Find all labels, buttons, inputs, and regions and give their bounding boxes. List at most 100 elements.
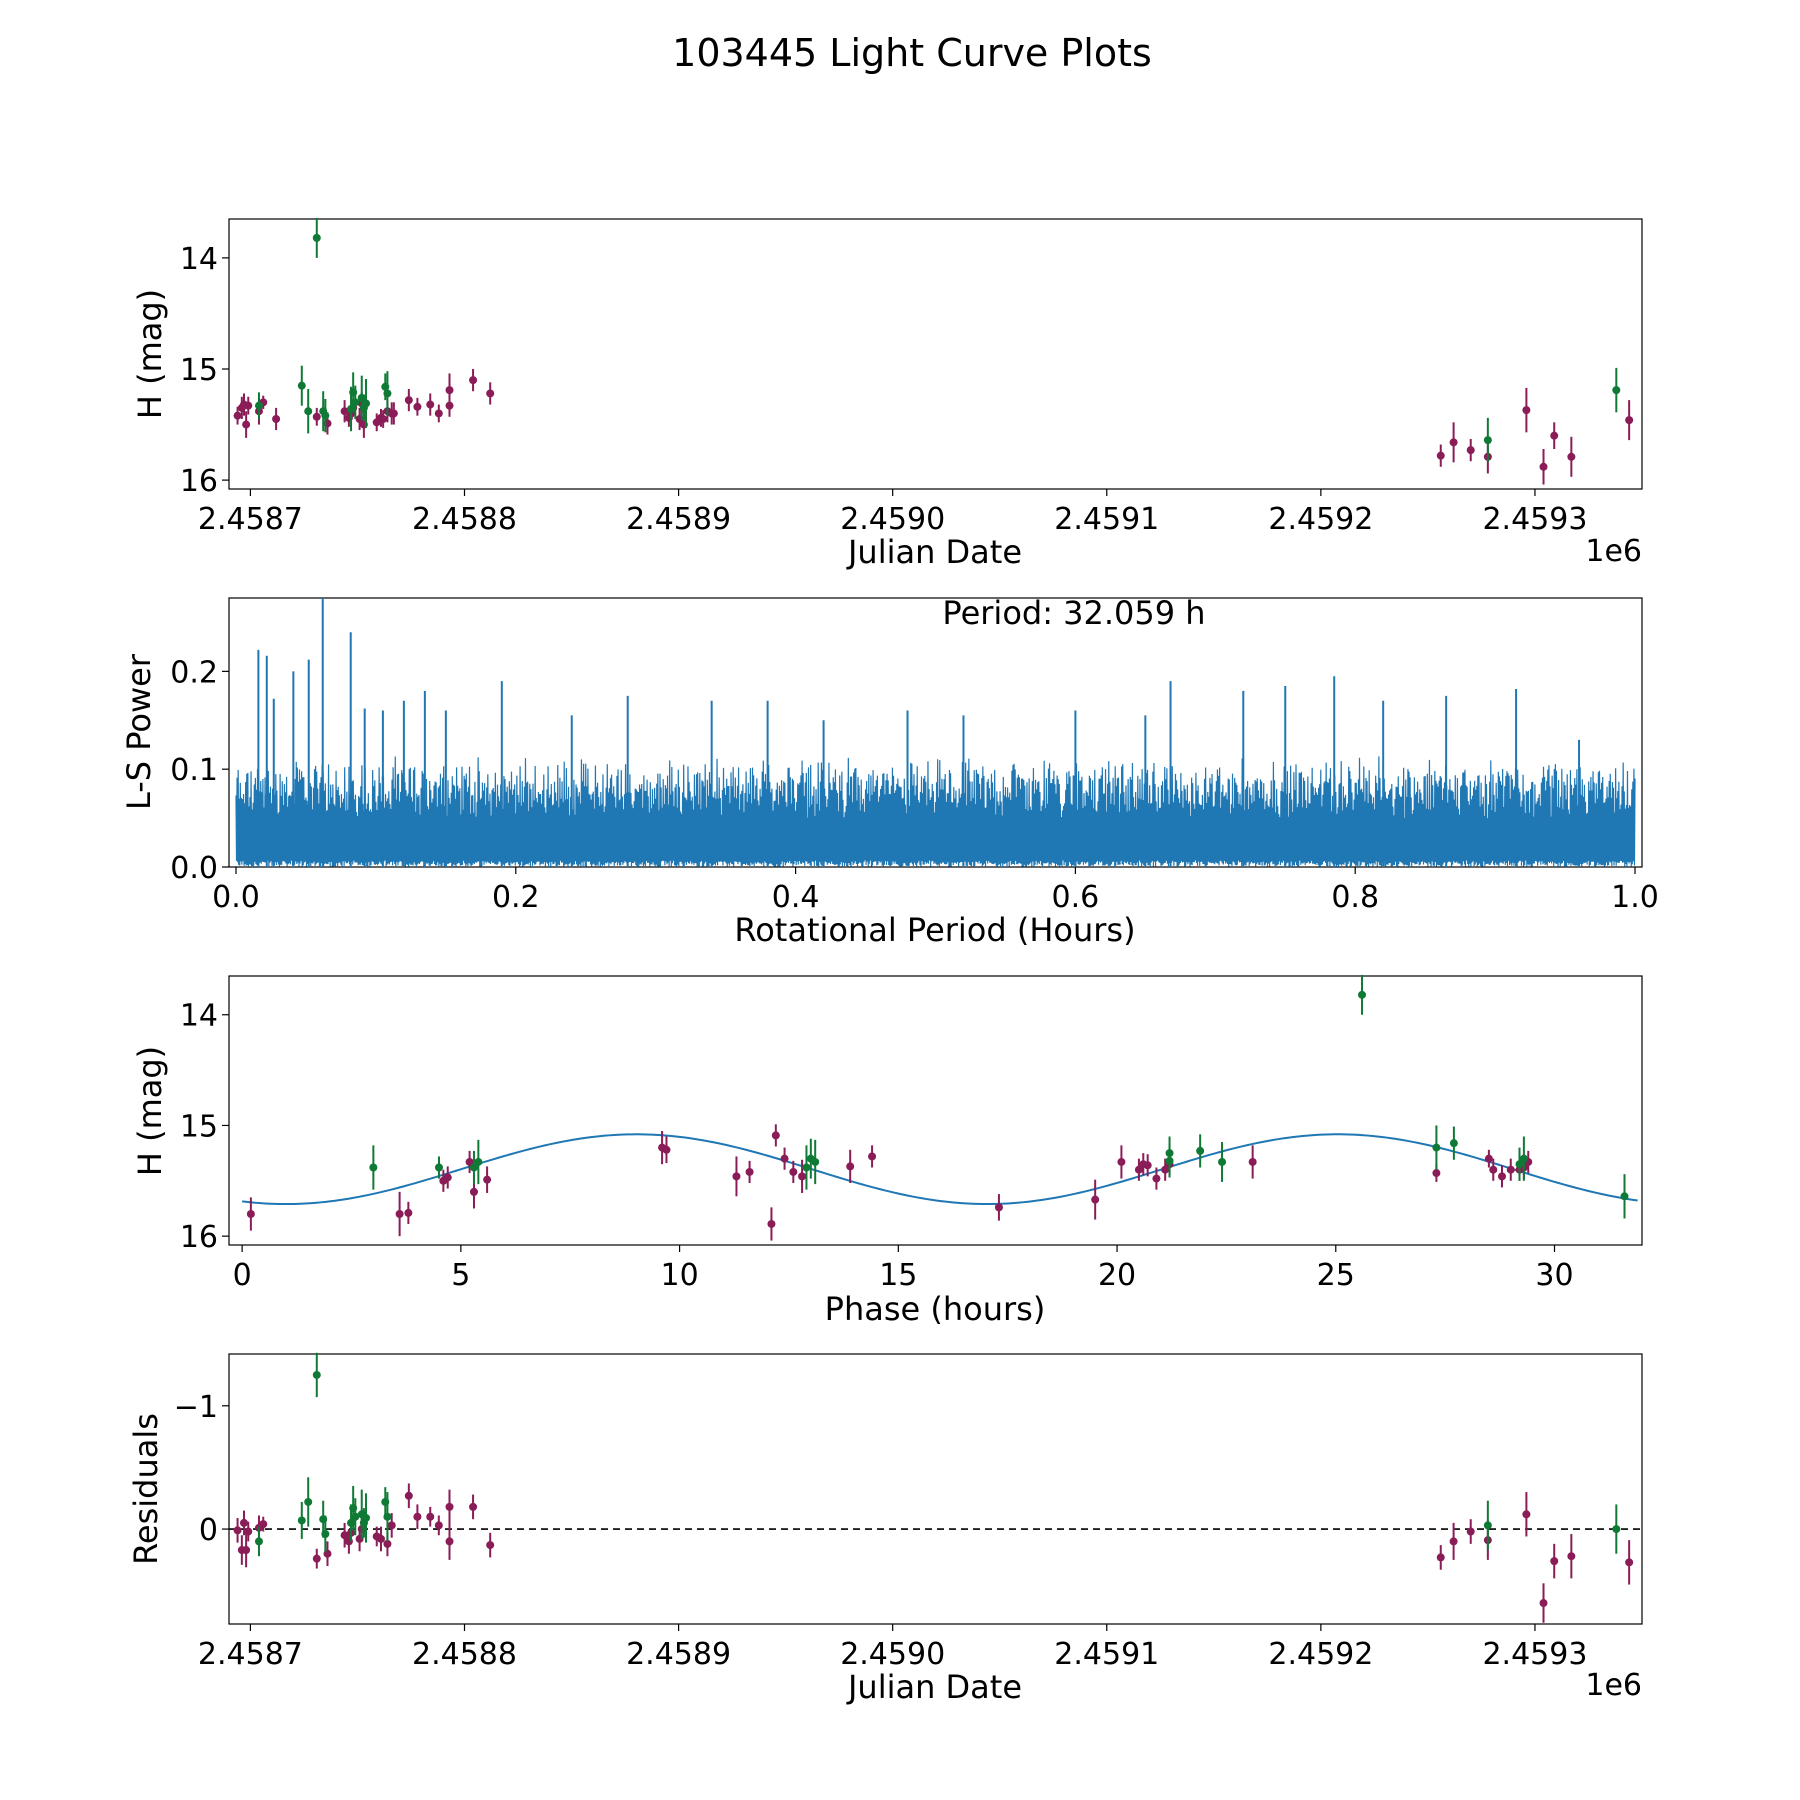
data-point [233, 1526, 242, 1535]
data-point [321, 1530, 330, 1538]
data-point [1612, 1525, 1621, 1534]
residuals-x-label: Julian Date [846, 1668, 1022, 1706]
model-curve [242, 1133, 1638, 1206]
periodogram-line [235, 756, 1636, 867]
data-point [1091, 1195, 1100, 1204]
data-point [304, 1497, 313, 1506]
x-tick-label: 20 [1098, 1258, 1136, 1293]
data-point [351, 398, 360, 407]
data-point [662, 1145, 671, 1154]
data-point [404, 1208, 413, 1217]
data-point [254, 1537, 263, 1546]
data-point [434, 409, 443, 418]
data-point [1165, 1149, 1174, 1158]
y-tick-label: 0.0 [170, 851, 218, 886]
data-point [244, 401, 253, 410]
data-point [1625, 416, 1634, 425]
x-tick-label: 2.4589 [626, 1637, 731, 1672]
data-point [1161, 1165, 1170, 1174]
data-point [1506, 1165, 1515, 1174]
data-point [868, 1152, 877, 1161]
data-point [846, 1162, 855, 1171]
x-tick-label: 30 [1535, 1258, 1573, 1293]
period-annotation: Period: 32.059 h [942, 594, 1205, 632]
data-point [246, 1210, 255, 1219]
data-point [1539, 1599, 1548, 1608]
lightcurve-y-label: H (mag) [131, 289, 169, 419]
data-point [379, 415, 388, 423]
data-point [474, 1157, 483, 1166]
data-point [426, 400, 435, 409]
data-point [811, 1157, 820, 1166]
phased-x-ticks: 0 5 10 15 20 25 30 [233, 1245, 1574, 1293]
data-point [1466, 1527, 1475, 1536]
x-tick-label: 2.4591 [1054, 1637, 1159, 1672]
y-tick-label: −1 [174, 1390, 218, 1425]
x-tick-label: 2.4589 [626, 502, 731, 537]
lightcurve-points [233, 217, 1634, 485]
y-tick-label: 16 [180, 1220, 218, 1255]
data-point [1483, 1521, 1492, 1530]
data-point [312, 233, 321, 242]
data-point [1449, 1537, 1458, 1546]
x-tick-label: 0.6 [1052, 880, 1100, 915]
data-point [312, 412, 321, 421]
data-point [1449, 1139, 1458, 1148]
data-point [1539, 462, 1548, 471]
data-point [383, 389, 392, 398]
data-point [1449, 438, 1458, 447]
data-point [1519, 1154, 1528, 1163]
data-point [445, 1502, 454, 1511]
data-point [312, 1554, 321, 1563]
x-tick-label: 2.4593 [1482, 1637, 1587, 1672]
data-point [1550, 1557, 1559, 1566]
data-point [1498, 1172, 1507, 1181]
data-point [1436, 1553, 1445, 1562]
data-point [789, 1167, 798, 1176]
residuals-y-ticks: 0 −1 [174, 1390, 229, 1548]
data-point [259, 1520, 268, 1529]
periodogram-y-ticks: 0.0 0.1 0.2 [170, 655, 229, 886]
x-tick-label: 2.4588 [412, 1637, 517, 1672]
data-point [469, 1187, 478, 1196]
data-point [465, 1157, 474, 1166]
data-point [443, 1173, 452, 1182]
data-point [340, 1531, 349, 1540]
data-point [404, 396, 413, 405]
residuals-offset-label: 1e6 [1585, 1668, 1642, 1703]
data-point [1143, 1161, 1152, 1170]
x-tick-label: 2.4590 [840, 502, 945, 537]
data-point [732, 1172, 741, 1181]
data-point [413, 1512, 422, 1521]
data-point [389, 409, 398, 418]
periodogram-x-ticks: 0.0 0.2 0.4 0.6 0.8 1.0 [212, 867, 1659, 915]
data-point [1248, 1157, 1257, 1166]
phased-y-label: H (mag) [131, 1046, 169, 1176]
data-point [426, 1512, 435, 1521]
data-point [434, 1521, 443, 1530]
data-point [340, 407, 349, 416]
data-point [297, 1516, 306, 1525]
periodogram-trace [235, 598, 1636, 867]
x-tick-label: 0 [233, 1258, 252, 1293]
data-point [233, 411, 242, 420]
data-point [362, 399, 371, 408]
data-point [1483, 436, 1492, 445]
data-point [1612, 386, 1621, 395]
data-point [445, 1537, 454, 1546]
data-point [1218, 1157, 1227, 1166]
data-point [486, 1541, 495, 1550]
phased-panel: 0 5 10 15 20 25 30 16 15 14 Phase (hours) H (mag… [131, 974, 1643, 1328]
residuals-panel: 2.4587 2.4588 2.4589 2.4590 2.4591 2.4592 2.45… [127, 1352, 1643, 1706]
data-point [1567, 1552, 1576, 1561]
lightcurve-panel: 2.4587 2.4588 2.4589 2.4590 2.4591 2.4592 2.45… [131, 217, 1643, 571]
y-tick-label: 14 [180, 999, 218, 1034]
data-point [321, 411, 330, 420]
lightcurve-x-ticks: 2.4587 2.4588 2.4589 2.4590 2.4591 2.4592 2.45… [198, 489, 1587, 537]
data-point [383, 1539, 392, 1548]
data-point [1620, 1192, 1629, 1201]
x-tick-label: 2.4587 [198, 502, 303, 537]
data-point [1432, 1143, 1441, 1152]
periodogram-plot-area [228, 597, 1643, 868]
